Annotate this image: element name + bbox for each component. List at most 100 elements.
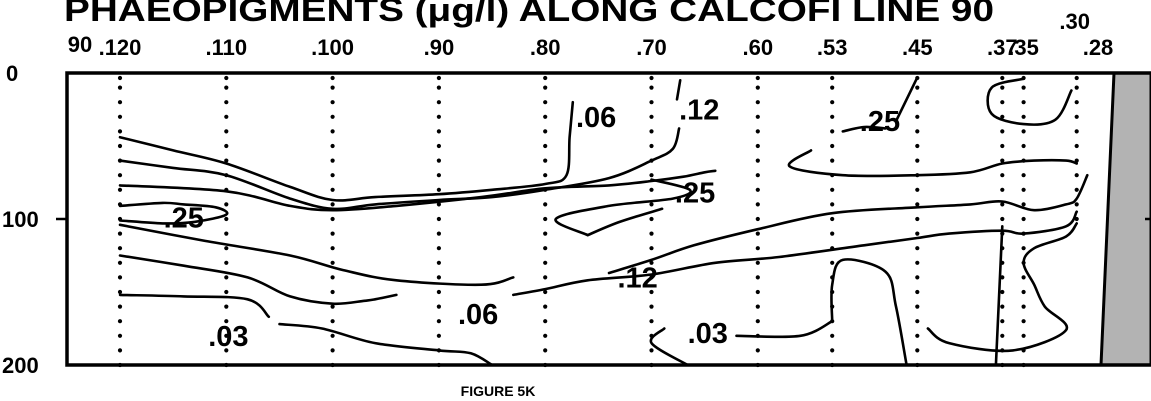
sample-dot xyxy=(543,158,548,163)
sample-dot xyxy=(915,348,920,353)
sample-dot xyxy=(755,275,760,280)
contour-label: .12 xyxy=(618,262,658,294)
sample-dot xyxy=(830,158,835,163)
sample-dot xyxy=(915,275,920,280)
sample-dot xyxy=(830,260,835,265)
sample-dot xyxy=(224,143,229,149)
sample-dot xyxy=(1000,187,1005,192)
sample-dot xyxy=(224,304,229,309)
shelf-group xyxy=(1099,71,1151,367)
depth-tick-label: 200 xyxy=(2,353,39,378)
sample-dot xyxy=(543,275,548,280)
sample-dot xyxy=(830,333,835,338)
sample-dot xyxy=(436,129,441,134)
sample-dot xyxy=(1021,114,1026,119)
sample-dot xyxy=(224,100,229,105)
sample-dot xyxy=(649,143,654,149)
sample-dot xyxy=(1000,173,1005,178)
sample-dot xyxy=(330,143,335,149)
sample-dot xyxy=(117,275,123,280)
sample-dot xyxy=(830,114,835,119)
depth-axis-group: 0 100 200 xyxy=(2,61,1151,378)
sample-dot xyxy=(755,348,760,353)
sample-dot xyxy=(330,348,335,353)
contour-line xyxy=(607,173,1089,275)
sample-dot xyxy=(915,143,920,149)
sample-dot xyxy=(1021,319,1026,324)
station-label: .45 xyxy=(902,35,933,60)
sample-dot xyxy=(330,173,335,178)
sample-dot xyxy=(915,289,920,295)
sample-dot xyxy=(649,348,654,353)
chart-title: PHAEOPIGMENTS (μg/l) ALONG CALCOFI LINE … xyxy=(64,0,994,28)
sample-dot xyxy=(915,246,920,251)
sample-dot xyxy=(543,319,548,324)
sample-dot xyxy=(330,333,335,338)
contour-line xyxy=(118,100,575,202)
sample-dot xyxy=(436,275,441,280)
sample-dot xyxy=(1021,129,1026,134)
sample-dot xyxy=(543,260,548,265)
sample-dot xyxy=(1021,246,1026,251)
sample-dot xyxy=(224,231,229,236)
sample-dot xyxy=(1021,143,1026,149)
contour-line xyxy=(118,169,717,212)
sample-dot xyxy=(830,202,835,207)
sample-dot xyxy=(755,231,760,236)
station-label: .90 xyxy=(424,35,455,60)
sample-dot xyxy=(330,85,335,90)
station-label: .37 xyxy=(987,35,1018,60)
sample-dot xyxy=(543,143,548,149)
sample-dot xyxy=(224,216,229,222)
sample-dot xyxy=(755,246,760,251)
sample-dot xyxy=(755,143,760,149)
sample-dot xyxy=(649,202,654,207)
contour-label: .25 xyxy=(164,203,204,235)
sample-dot xyxy=(543,304,548,309)
sample-dot xyxy=(755,100,760,105)
sample-dot xyxy=(543,231,548,236)
sample-dot xyxy=(649,75,654,81)
station-label: .60 xyxy=(743,35,774,60)
contour-line xyxy=(830,258,908,367)
sample-dot xyxy=(830,85,835,90)
contour-line xyxy=(118,127,681,211)
depth-tick-label: 100 xyxy=(2,207,39,232)
contour-line xyxy=(841,125,887,133)
sample-dot xyxy=(543,348,548,353)
sample-dot xyxy=(1000,202,1005,207)
sample-dot xyxy=(1074,173,1079,178)
line-number-label: 90 xyxy=(68,32,92,57)
sample-dot xyxy=(649,173,654,178)
sample-dot xyxy=(436,75,441,81)
sample-dot xyxy=(1074,114,1079,119)
sample-dot xyxy=(436,114,441,119)
sample-dot xyxy=(1000,100,1005,105)
sample-dot xyxy=(224,114,229,119)
sample-dot xyxy=(330,75,335,81)
sample-dot xyxy=(649,319,654,324)
sample-dot xyxy=(1074,216,1079,222)
sample-dot xyxy=(436,143,441,149)
sample-dot xyxy=(1074,75,1079,81)
sample-dot xyxy=(330,260,335,265)
sample-dot xyxy=(117,173,123,178)
sample-dot xyxy=(436,260,441,265)
station-label: .28 xyxy=(1083,35,1114,60)
sample-dot xyxy=(1000,143,1005,149)
sample-dot xyxy=(649,275,654,280)
contour-line xyxy=(554,178,692,237)
sample-dot xyxy=(1000,333,1005,338)
sample-dot xyxy=(915,260,920,265)
station-label: .53 xyxy=(817,35,848,60)
sample-dot xyxy=(117,348,123,353)
contour-line xyxy=(118,254,398,306)
sample-dot xyxy=(755,173,760,178)
sample-dot xyxy=(543,216,548,222)
sample-dot xyxy=(649,289,654,295)
sample-dot xyxy=(830,100,835,105)
sample-dot xyxy=(117,129,123,134)
contour-line xyxy=(787,149,1078,178)
sample-dot xyxy=(224,333,229,338)
sample-dot xyxy=(915,319,920,324)
